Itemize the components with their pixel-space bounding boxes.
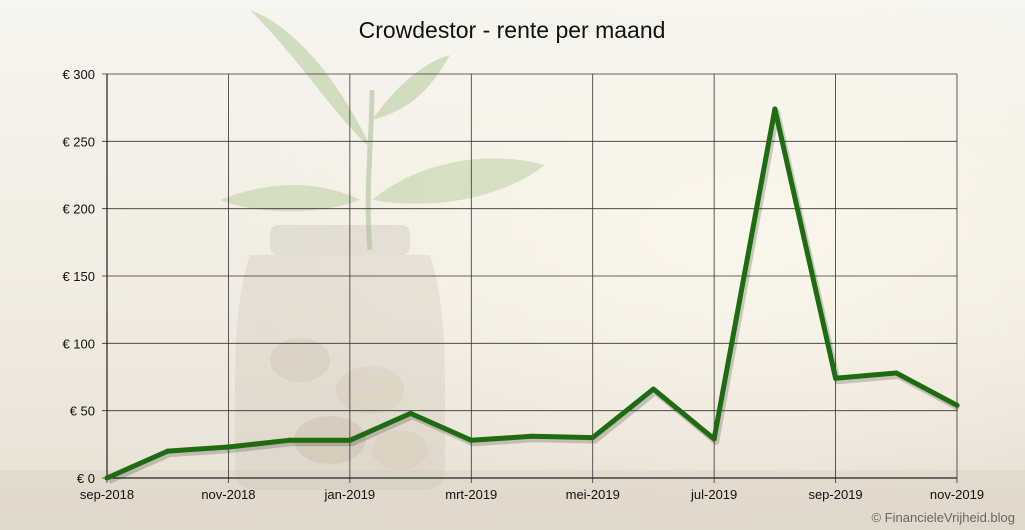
data-point — [650, 386, 656, 392]
data-point — [347, 437, 353, 443]
y-tick-label: € 200 — [62, 202, 95, 217]
coin-jar-icon — [235, 225, 445, 490]
data-point — [286, 437, 292, 443]
x-tick-label: mei-2019 — [566, 487, 620, 502]
x-tick-label: mrt-2019 — [445, 487, 497, 502]
data-point — [590, 435, 596, 441]
data-point — [772, 106, 778, 112]
x-tick-label: sep-2019 — [808, 487, 862, 502]
data-point — [468, 437, 474, 443]
data-point — [833, 375, 839, 381]
chart-title: Crowdestor - rente per maand — [359, 17, 666, 43]
plant-icon — [220, 10, 545, 251]
data-point — [165, 448, 171, 454]
x-tick-label: sep-2018 — [80, 487, 134, 502]
data-point — [954, 402, 960, 408]
y-axis-ticks: € 0 € 50 € 100 € 150 € 200 € 250 € 300 — [62, 67, 95, 486]
data-point — [408, 410, 414, 416]
data-point — [529, 433, 535, 439]
y-tick-label: € 0 — [77, 471, 95, 486]
data-point — [225, 444, 231, 450]
x-tick-label: jul-2019 — [690, 487, 737, 502]
data-point — [893, 370, 899, 376]
y-tick-label: € 100 — [62, 336, 95, 351]
y-tick-label: € 250 — [62, 134, 95, 149]
x-tick-label: jan-2019 — [324, 487, 376, 502]
x-tick-label: nov-2019 — [930, 487, 984, 502]
y-tick-label: € 50 — [70, 404, 95, 419]
y-tick-label: € 150 — [62, 269, 95, 284]
copyright-text: © FinancieleVrijheid.blog — [871, 510, 1015, 525]
x-tick-label: nov-2018 — [201, 487, 255, 502]
grid — [102, 73, 958, 483]
x-axis-ticks: sep-2018 nov-2018 jan-2019 mrt-2019 mei-2019… — [80, 487, 984, 502]
data-point — [104, 475, 110, 481]
y-tick-label: € 300 — [62, 67, 95, 82]
data-point — [711, 436, 717, 442]
series-layer — [104, 106, 961, 484]
